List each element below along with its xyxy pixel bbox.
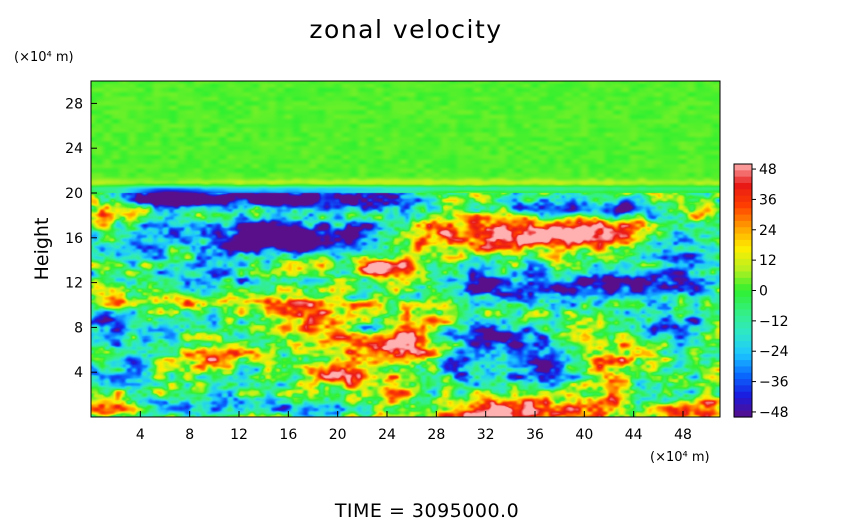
colorbar-tick-label: −24 — [759, 344, 789, 360]
colorbar-step — [734, 214, 752, 222]
colorbar-step — [734, 271, 752, 279]
colorbar-tick-label: 24 — [759, 223, 777, 239]
colorbar-step — [734, 296, 752, 304]
heatmap-field — [91, 81, 720, 417]
x-tick-label: 32 — [477, 427, 495, 443]
colorbar-step — [734, 258, 752, 266]
colorbar-step — [734, 208, 752, 216]
colorbar-step — [734, 315, 752, 323]
colorbar-step — [734, 328, 752, 336]
colorbar-step — [734, 164, 752, 171]
colorbar-tick-label: −36 — [759, 375, 789, 391]
colorbar-tick-label: −48 — [759, 405, 789, 421]
colorbar-step — [734, 182, 752, 190]
colorbar-step — [734, 391, 752, 399]
plot-frame — [90, 80, 721, 418]
x-tick-label: 28 — [427, 427, 445, 443]
y-tick-label: 20 — [65, 186, 83, 202]
y-tick-label: 8 — [74, 320, 83, 336]
x-tick-label: 24 — [378, 427, 396, 443]
colorbar-ticks: 48 36 24 12 0 −12 −24 −36 −48 — [752, 162, 789, 421]
colorbar-step — [734, 379, 752, 386]
colorbar-step — [734, 334, 752, 342]
x-axis-unit: (×10⁴ m) — [650, 450, 710, 465]
x-tick-label: 20 — [329, 427, 347, 443]
x-tick-label: 8 — [185, 427, 194, 443]
x-tick-label: 48 — [674, 427, 692, 443]
colorbar-step — [734, 366, 752, 374]
colorbar: 48 36 24 12 0 −12 −24 −36 −48 — [733, 162, 789, 421]
colorbar-step — [734, 227, 752, 235]
y-tick-label: 12 — [65, 276, 83, 292]
colorbar-step — [734, 170, 752, 178]
y-axis-ticks: 4 8 12 16 20 24 28 — [65, 96, 97, 381]
colorbar-step — [734, 341, 752, 349]
y-tick-label: 24 — [65, 141, 83, 157]
colorbar-step — [734, 360, 752, 367]
colorbar-step — [734, 277, 752, 285]
colorbar-tick-label: −12 — [759, 314, 789, 330]
colorbar-step — [734, 252, 752, 260]
y-axis-unit: (×10⁴ m) — [14, 50, 74, 65]
colorbar-step — [734, 265, 752, 273]
x-tick-label: 12 — [230, 427, 248, 443]
x-tick-label: 16 — [279, 427, 297, 443]
colorbar-step — [734, 309, 752, 317]
time-label: TIME = 3095000.0 — [334, 500, 519, 519]
colorbar-step — [734, 220, 752, 228]
x-tick-label: 36 — [526, 427, 544, 443]
colorbar-step — [734, 239, 752, 247]
colorbar-tick-label: 0 — [759, 284, 768, 300]
y-axis-label: Height — [31, 218, 53, 281]
colorbar-step — [734, 410, 752, 418]
y-tick-label: 28 — [65, 96, 83, 112]
colorbar-step — [734, 398, 752, 405]
x-axis-ticks: 4 8 12 16 20 24 28 32 36 40 44 48 — [136, 411, 692, 443]
colorbar-step — [734, 201, 752, 209]
colorbar-step — [734, 290, 752, 298]
colorbar-step — [734, 372, 752, 380]
colorbar-step — [734, 195, 752, 203]
chart-title: zonal velocity — [309, 15, 502, 44]
colorbar-step — [734, 404, 752, 412]
colorbar-step — [734, 347, 752, 355]
colorbar-step — [734, 233, 752, 241]
colorbar-step — [734, 176, 752, 184]
colorbar-step — [734, 385, 752, 393]
x-tick-label: 44 — [625, 427, 643, 443]
colorbar-step — [734, 353, 752, 361]
colorbar-step — [734, 189, 752, 197]
colorbar-step — [734, 284, 752, 292]
y-tick-label: 4 — [74, 365, 83, 381]
heatmap-plot-area — [90, 80, 721, 418]
colorbar-step — [734, 303, 752, 311]
colorbar-step — [734, 322, 752, 330]
colorbar-tick-label: 36 — [759, 192, 777, 208]
colorbar-tick-label: 12 — [759, 253, 777, 269]
x-tick-label: 40 — [575, 427, 593, 443]
y-tick-label: 16 — [65, 231, 83, 247]
x-tick-label: 4 — [136, 427, 145, 443]
colorbar-tick-label: 48 — [759, 162, 777, 178]
colorbar-step — [734, 246, 752, 254]
